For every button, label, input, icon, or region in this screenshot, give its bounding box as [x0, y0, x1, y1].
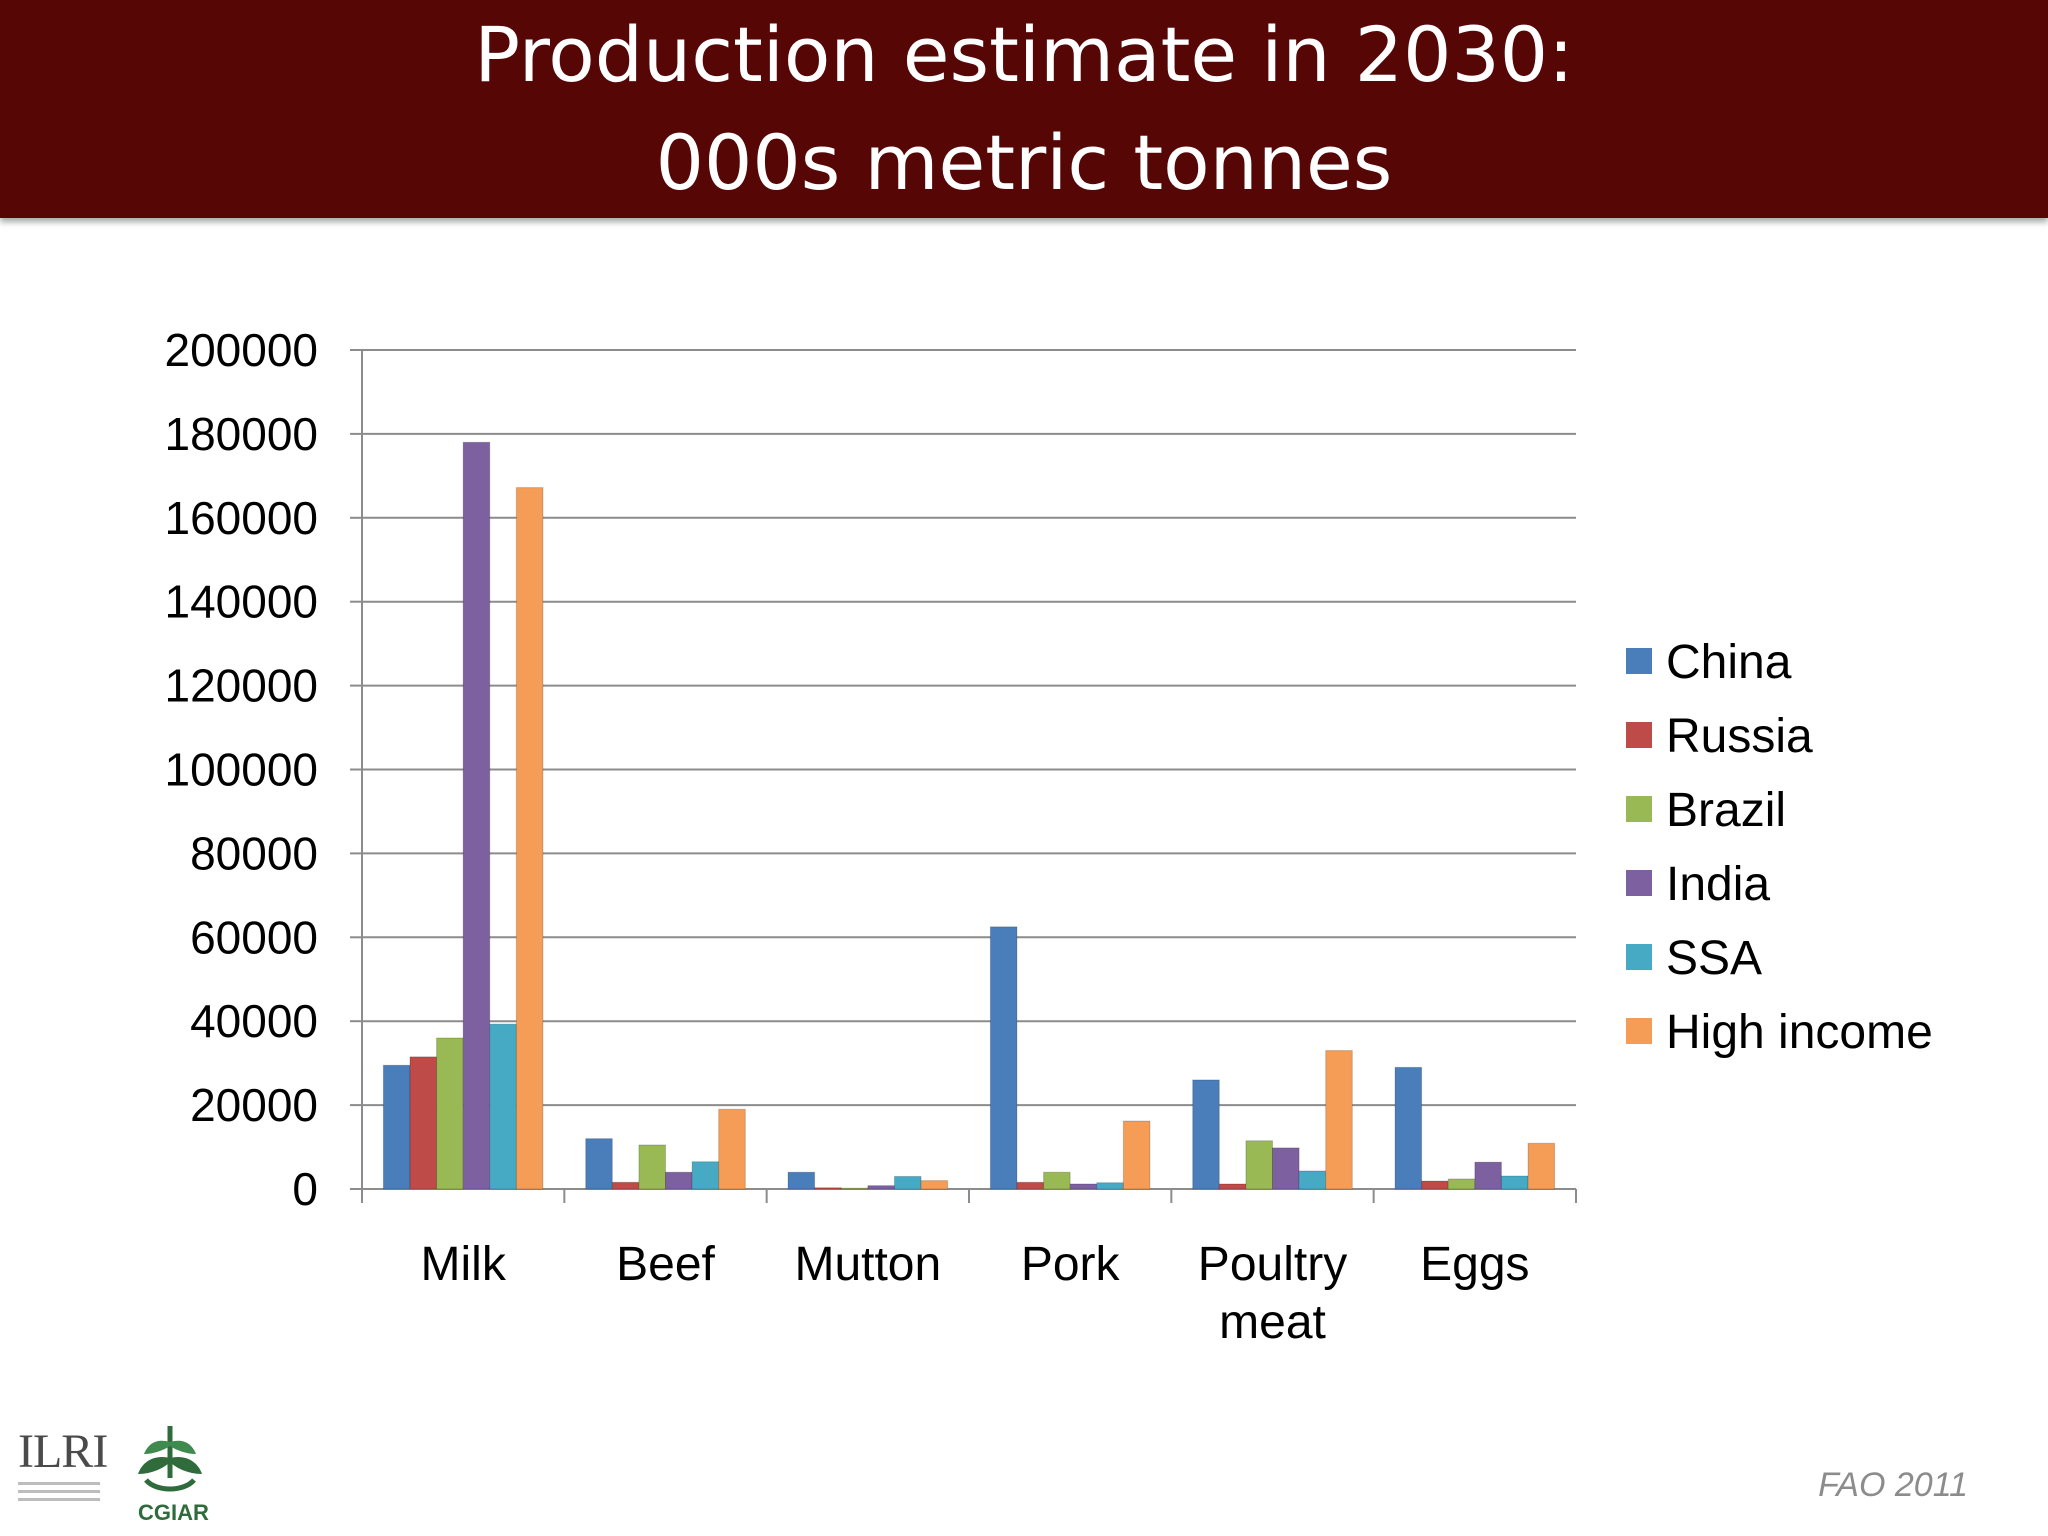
legend-label: Brazil	[1666, 784, 1786, 837]
y-tick-label: 20000	[190, 1079, 318, 1131]
slide-title-line-2: 000s metric tonnes	[655, 118, 1393, 207]
x-tick-label: Mutton	[794, 1238, 941, 1291]
bar	[787, 1171, 816, 1190]
x-tick-label-line: Poultry	[1198, 1238, 1347, 1291]
x-tick-label-line: meat	[1219, 1296, 1326, 1349]
bar	[920, 1180, 949, 1190]
y-tick-label: 0	[292, 1163, 318, 1215]
legend-label: China	[1666, 636, 1792, 689]
bar	[1096, 1182, 1124, 1190]
bar	[718, 1108, 746, 1190]
bar	[665, 1171, 693, 1190]
y-tick-label: 120000	[165, 660, 319, 712]
bar	[1527, 1142, 1556, 1190]
bar	[611, 1181, 640, 1190]
y-tick-label: 60000	[190, 911, 318, 963]
y-tick-label: 200000	[165, 324, 319, 376]
bar	[1218, 1183, 1247, 1190]
ilri-logo: ILRI	[18, 1426, 108, 1522]
legend-label: SSA	[1666, 932, 1762, 985]
cgiar-wheat-icon	[138, 1426, 202, 1492]
bar	[462, 441, 491, 1190]
bar	[1043, 1171, 1071, 1190]
legend-swatch	[1626, 944, 1652, 970]
bar	[1192, 1079, 1220, 1190]
x-tick-label: Beef	[616, 1238, 715, 1291]
bar	[1245, 1140, 1274, 1190]
bar	[1016, 1181, 1045, 1190]
cgiar-logo: CGIAR	[126, 1420, 216, 1528]
bar	[1069, 1183, 1098, 1190]
x-tick-label: Milk	[421, 1238, 507, 1291]
bar	[989, 926, 1018, 1190]
cgiar-logo-text: CGIAR	[138, 1500, 209, 1525]
legend-swatch	[1626, 796, 1652, 822]
source-citation: FAO 2011	[1818, 1466, 1968, 1504]
y-tick-label: 160000	[165, 492, 319, 544]
bar	[489, 1023, 517, 1190]
bar	[585, 1138, 613, 1190]
slide-title-line-1: Production estimate in 2030:	[474, 10, 1574, 99]
legend-swatch	[1626, 870, 1652, 896]
y-tick-label: 40000	[190, 995, 318, 1047]
bar	[1421, 1180, 1449, 1190]
bar	[1474, 1161, 1502, 1190]
y-tick-label: 100000	[165, 744, 319, 796]
legend-label: India	[1666, 858, 1770, 911]
bar	[867, 1185, 895, 1190]
bar	[893, 1175, 922, 1190]
bar	[436, 1037, 464, 1190]
bar	[1298, 1170, 1327, 1190]
bar	[840, 1187, 869, 1190]
x-tick-label: Poultry meat	[1198, 1238, 1347, 1349]
x-tick-label: Pork	[1021, 1238, 1121, 1291]
y-tick-label: 180000	[165, 408, 319, 460]
bar	[1447, 1178, 1476, 1190]
bar	[515, 487, 544, 1190]
legend-swatch	[1626, 722, 1652, 748]
ilri-logo-text: ILRI	[18, 1425, 108, 1478]
bar	[1272, 1147, 1300, 1190]
bar	[814, 1187, 842, 1190]
bar	[1325, 1050, 1353, 1190]
bar	[382, 1064, 411, 1190]
legend-label: High income	[1666, 1006, 1933, 1059]
bar	[1122, 1120, 1151, 1190]
ilri-logo-tagline	[18, 1482, 108, 1501]
legend-swatch	[1626, 648, 1652, 674]
legend-swatch	[1626, 1018, 1652, 1044]
bar	[1394, 1066, 1423, 1190]
legend-label: Russia	[1666, 710, 1813, 763]
y-tick-label: 80000	[190, 827, 318, 879]
y-tick-label: 140000	[165, 576, 319, 628]
bar	[1500, 1175, 1529, 1190]
bar	[638, 1144, 667, 1190]
x-tick-label: Eggs	[1420, 1238, 1529, 1291]
title-bar: Production estimate in 2030: 000s metric…	[0, 0, 2048, 218]
bar	[691, 1161, 720, 1190]
bar	[409, 1056, 438, 1190]
